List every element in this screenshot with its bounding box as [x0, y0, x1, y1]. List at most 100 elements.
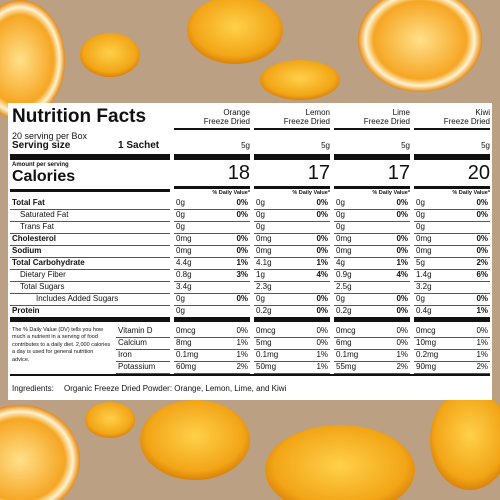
amount: 5mg: [256, 338, 272, 347]
daily-value: 1%: [316, 362, 328, 371]
row-rule: [174, 361, 250, 362]
row-rule: [414, 361, 490, 362]
daily-value: 1%: [236, 258, 248, 267]
amount: 0g: [336, 222, 345, 231]
rule: [254, 186, 330, 189]
daily-value: 0%: [236, 234, 248, 243]
amount: 0g: [416, 222, 425, 231]
amount: 0.2mg: [416, 350, 439, 359]
vitamin-label: Calcium: [118, 338, 147, 347]
amount: 4g: [336, 258, 345, 267]
thick-rule: [10, 317, 170, 322]
daily-value: 0%: [396, 210, 408, 219]
daily-value: 1%: [236, 350, 248, 359]
nutrient-label: Total Sugars: [20, 282, 65, 291]
daily-value: 0%: [396, 294, 408, 303]
daily-value: 0%: [396, 198, 408, 207]
thick-rule: [254, 154, 330, 160]
row-rule: [254, 337, 330, 338]
row-rule: [254, 257, 330, 258]
daily-value: 0%: [476, 326, 488, 335]
daily-value: 0%: [316, 326, 328, 335]
amount: 4.1g: [256, 258, 272, 267]
row-rule: [334, 349, 410, 350]
row-rule: [414, 209, 490, 210]
row-rule: [174, 257, 250, 258]
product-name: Lime: [392, 108, 410, 117]
row-rule: [414, 257, 490, 258]
row-rule: [414, 221, 490, 222]
row-rule: [414, 349, 490, 350]
row-rule: [254, 293, 330, 294]
daily-value: 1%: [236, 338, 248, 347]
thick-rule: [254, 317, 330, 322]
rule: [10, 189, 170, 192]
daily-value: 3%: [236, 270, 248, 279]
daily-value: 0%: [236, 246, 248, 255]
row-rule: [10, 221, 170, 222]
daily-value: 4%: [316, 270, 328, 279]
amount: 0mcg: [416, 326, 436, 335]
daily-value: 2%: [476, 258, 488, 267]
amount: 90mg: [416, 362, 437, 371]
title: Nutrition Facts: [12, 106, 147, 127]
rule: [174, 186, 250, 189]
amount: 0.2g: [256, 306, 272, 315]
amount: 0mg: [176, 234, 192, 243]
row-rule: [414, 337, 490, 338]
row-rule: [414, 281, 490, 282]
daily-value: 0%: [396, 326, 408, 335]
row-rule: [174, 305, 250, 306]
row-rule: [174, 269, 250, 270]
row-rule: [254, 281, 330, 282]
daily-value: 6%: [476, 270, 488, 279]
thick-rule: [334, 317, 410, 322]
thick-rule: [10, 154, 170, 160]
product-subtitle: Freeze Dried: [443, 117, 490, 126]
serving: 5g: [401, 141, 410, 150]
row-rule: [334, 269, 410, 270]
thick-rule: [174, 317, 250, 322]
amount: 0mcg: [176, 326, 196, 335]
daily-value: 0%: [236, 198, 248, 207]
daily-value: 2%: [476, 362, 488, 371]
daily-value: 0%: [236, 326, 248, 335]
daily-value: 0%: [476, 234, 488, 243]
row-rule: [174, 245, 250, 246]
rule: [414, 186, 490, 189]
row-rule: [174, 349, 250, 350]
rule: [254, 128, 330, 130]
amount: 0.1mg: [256, 350, 279, 359]
thick-rule: [414, 154, 490, 160]
daily-value: 1%: [316, 258, 328, 267]
product-name: Lemon: [305, 108, 330, 117]
daily-value: 0%: [476, 198, 488, 207]
amount: 50mg: [256, 362, 277, 371]
amount: 0g: [176, 222, 185, 231]
amount: 0g: [416, 198, 425, 207]
row-rule: [334, 221, 410, 222]
row-rule: [414, 373, 490, 374]
amount: 0mg: [336, 246, 352, 255]
row-rule: [414, 293, 490, 294]
daily-value: 1%: [396, 350, 408, 359]
row-rule: [334, 305, 410, 306]
nutrient-label: Dietary Fiber: [20, 270, 66, 279]
dv-label: % Daily Value*: [372, 190, 410, 196]
row-rule: [10, 257, 170, 258]
amount: 0g: [336, 198, 345, 207]
row-rule: [254, 349, 330, 350]
serving: 5g: [321, 141, 330, 150]
rule: [334, 128, 410, 130]
row-rule: [414, 269, 490, 270]
amount: 0g: [256, 210, 265, 219]
daily-value: 1%: [396, 258, 408, 267]
amount: 0g: [176, 210, 185, 219]
calories: 17: [387, 162, 410, 184]
daily-value: 1%: [476, 350, 488, 359]
amount: 0.2g: [336, 306, 352, 315]
serving-size: 1 Sachet: [118, 140, 160, 151]
calories: 17: [307, 162, 330, 184]
amount: 0mg: [256, 234, 272, 243]
